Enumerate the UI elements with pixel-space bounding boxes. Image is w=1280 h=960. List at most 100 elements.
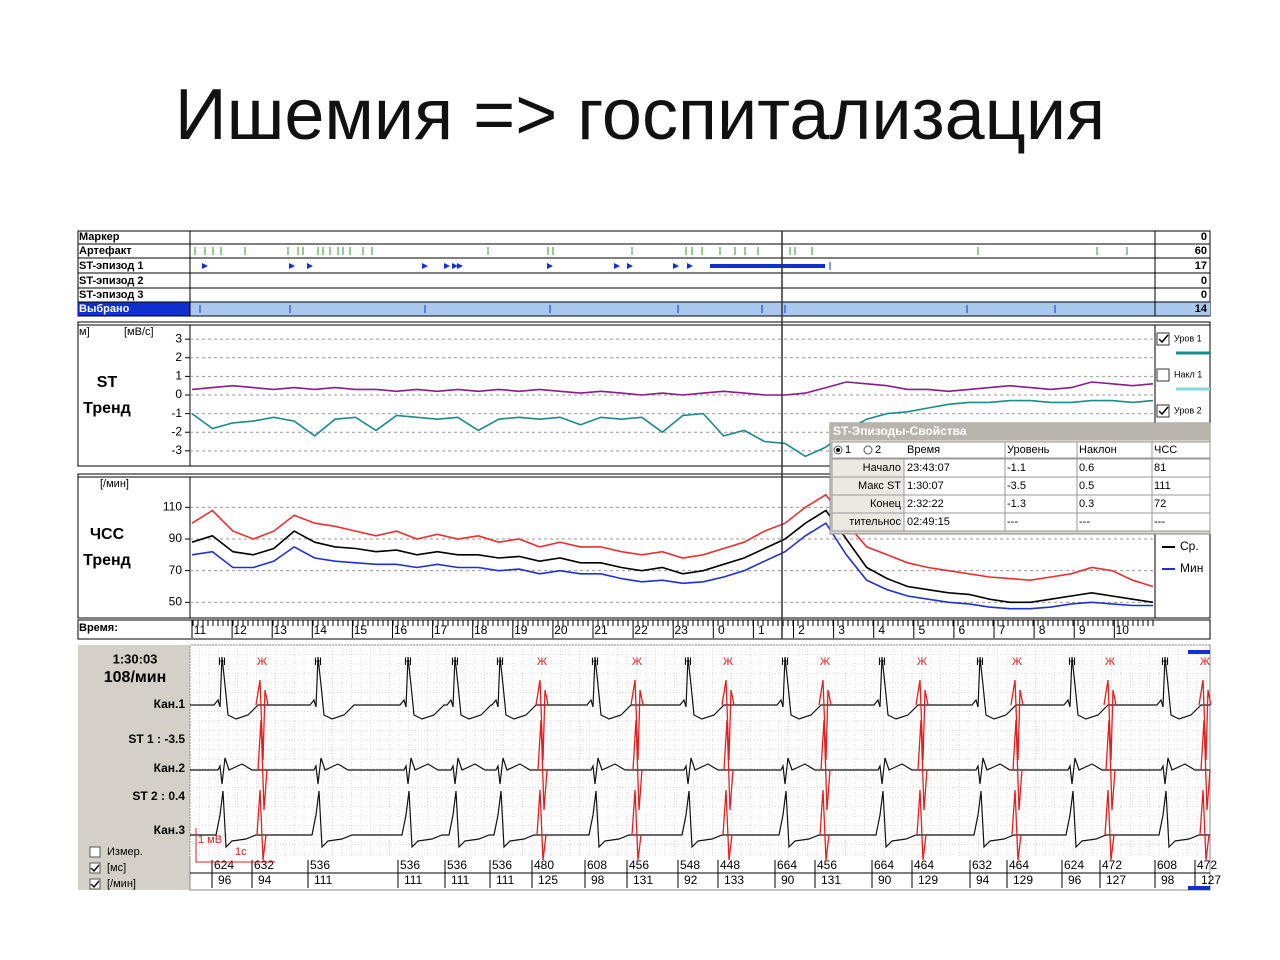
ecg-rate: 108/мин — [104, 669, 166, 686]
beat-label: Н — [976, 656, 984, 668]
hour-label: 10 — [1116, 623, 1130, 637]
checkbox[interactable] — [89, 862, 101, 874]
table-cell: 0.6 — [1079, 462, 1094, 474]
ectopic-beat — [721, 679, 735, 861]
channel-label: ST 1 : -3.5 — [128, 732, 185, 746]
table-cell: --- — [1079, 516, 1090, 528]
ectopic-beat — [255, 679, 269, 861]
hour-label: 21 — [594, 623, 608, 637]
beat-label: Н — [878, 656, 886, 668]
panel-label: Тренд — [83, 400, 131, 417]
rate-value: 98 — [1161, 873, 1175, 887]
table-cell: Конец — [870, 498, 902, 510]
checkmark — [1158, 406, 1169, 416]
y-tick-label: 110 — [163, 500, 182, 514]
checkbox-label: Уров 2 — [1174, 405, 1202, 415]
marker-row-count: 17 — [1195, 260, 1207, 272]
rate-value: 125 — [538, 873, 558, 887]
rate-value: 131 — [821, 873, 841, 887]
hour-label: 15 — [354, 623, 368, 637]
ecg-trace — [190, 790, 1210, 849]
episode-arrow — [452, 263, 458, 269]
marker-row-count: 0 — [1201, 289, 1207, 301]
hour-label: 20 — [554, 623, 568, 637]
marker-row-count: 0 — [1201, 275, 1207, 287]
rate-value: 111 — [314, 873, 333, 887]
ectopic-beat — [1198, 679, 1212, 861]
beat-label: Ж — [1200, 656, 1210, 668]
beat-label: Ж — [917, 656, 927, 668]
table-cell: --- — [1154, 516, 1165, 528]
checkbox[interactable] — [1156, 404, 1170, 418]
rr-value: 632 — [254, 858, 274, 872]
beat-label: Ж — [820, 656, 830, 668]
episode-arrow — [289, 263, 295, 269]
hour-label: 7 — [999, 623, 1006, 637]
episode-arrow — [444, 263, 450, 269]
ectopic-beat — [1103, 679, 1117, 861]
hour-label: 11 — [194, 623, 207, 637]
hour-label: 2 — [798, 623, 805, 637]
rr-value: 480 — [534, 858, 554, 872]
checkbox-label: Измер. — [107, 846, 143, 858]
table-cell: 0.3 — [1079, 498, 1094, 510]
table-cell: 1:30:07 — [907, 480, 944, 492]
trend-line — [191, 522, 1153, 610]
unit-label: [мВ/с] — [124, 326, 154, 338]
rr-value: 464 — [914, 858, 934, 872]
checkmark — [90, 864, 100, 873]
panel-label: Тренд — [83, 552, 131, 569]
rate-value: 111 — [404, 873, 423, 887]
hour-label: 23 — [675, 623, 689, 637]
beat-label: Н — [496, 656, 504, 668]
hour-label: 1 — [758, 623, 765, 637]
checkbox[interactable] — [89, 878, 101, 890]
rr-value: 448 — [720, 858, 740, 872]
checkmark — [1158, 334, 1169, 344]
rate-value: 94 — [976, 873, 990, 887]
table-cell: 72 — [1154, 498, 1166, 510]
episode-title-bar — [830, 423, 1210, 440]
episode-arrow — [457, 263, 463, 269]
radio[interactable] — [863, 445, 873, 455]
y-tick-label: 1 — [175, 369, 182, 383]
rate-value: 96 — [218, 873, 232, 887]
channel-label: Кан.2 — [154, 761, 186, 775]
checkbox[interactable] — [1156, 332, 1170, 346]
table-cell: -1.3 — [1007, 498, 1026, 510]
rate-value: 127 — [1106, 873, 1126, 887]
hour-label: 13 — [274, 623, 288, 637]
rr-value: 536 — [492, 858, 512, 872]
rr-value: 456 — [629, 858, 649, 872]
y-tick-label: -2 — [171, 424, 182, 438]
checkbox[interactable] — [1156, 368, 1170, 382]
table-cell: -1.1 — [1007, 462, 1026, 474]
trend-line — [191, 399, 1154, 458]
legend-label: Ср. — [1180, 539, 1199, 553]
scroll-marker — [1188, 650, 1210, 654]
rate-value: 92 — [684, 873, 698, 887]
hour-label: 9 — [1079, 623, 1086, 637]
table-cell: тительнос — [849, 516, 901, 528]
hour-label: 18 — [474, 623, 488, 637]
beat-label: Ж — [1012, 656, 1022, 668]
rate-value: 131 — [633, 873, 653, 887]
rr-value: 624 — [214, 858, 234, 872]
panel-label: ЧСС — [90, 526, 125, 543]
y-tick-label: 0 — [175, 387, 182, 401]
rate-value: 129 — [918, 873, 938, 887]
checkbox[interactable] — [89, 846, 101, 858]
rate-value: 111 — [496, 873, 515, 887]
rr-value: 548 — [680, 858, 700, 872]
marker-row-label: Выбрано — [79, 303, 130, 315]
beat-label: Н — [218, 656, 226, 668]
trend-line — [191, 381, 1154, 396]
rr-value: 608 — [1157, 858, 1177, 872]
table-cell: 81 — [1154, 462, 1166, 474]
channel-label: ST 2 : 0.4 — [132, 789, 185, 803]
rr-value: 664 — [874, 858, 894, 872]
time-axis — [77, 619, 1211, 640]
beat-label: Н — [314, 656, 322, 668]
beat-label: Н — [684, 656, 692, 668]
